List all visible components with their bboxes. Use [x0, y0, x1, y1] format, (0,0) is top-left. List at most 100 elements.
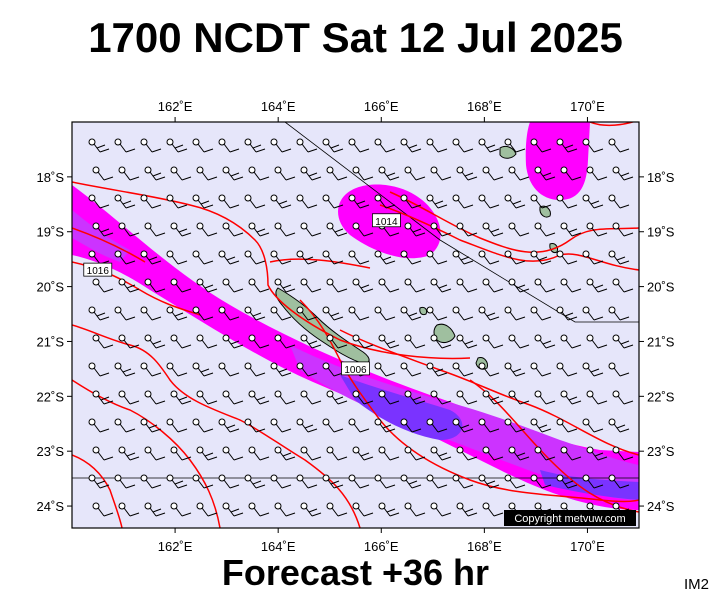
wind-barb [348, 250, 370, 265]
wind-barb [456, 446, 478, 461]
wind-barb [170, 278, 192, 293]
wind-barb [352, 502, 374, 517]
lat-tick-label-left: 19˚S [37, 225, 65, 240]
wind-barb [456, 278, 478, 293]
wind-barb [560, 166, 582, 181]
wind-barb [452, 306, 474, 321]
wind-barb [326, 278, 348, 293]
wind-barb [400, 194, 422, 209]
wind-barb [378, 502, 400, 517]
wind-barb [608, 194, 630, 209]
wind-barb [530, 362, 552, 377]
wind-barb [430, 278, 452, 293]
wind-barb [478, 474, 500, 489]
wind-barb [504, 418, 526, 433]
wind-barb [508, 446, 530, 461]
wind-barb [270, 250, 292, 265]
wind-barb [456, 222, 478, 237]
wind-barb [326, 502, 348, 517]
wind-barb [222, 166, 244, 181]
lat-tick-label-left: 18˚S [37, 170, 65, 185]
wind-barb [400, 138, 422, 153]
wind-barb [196, 446, 218, 461]
wind-barb [92, 390, 114, 405]
wind-barb [114, 250, 136, 265]
wind-barb [322, 306, 344, 321]
wind-barb [144, 278, 166, 293]
wind-barb [534, 278, 556, 293]
wind-barb [404, 446, 426, 461]
wind-barb [456, 334, 478, 349]
wind-barb [430, 502, 452, 517]
wind-barb [556, 138, 578, 153]
wind-barb [300, 166, 322, 181]
vanuatu-islands [499, 145, 558, 253]
wind-barb [456, 502, 478, 517]
wind-barb [482, 166, 504, 181]
wind-barb [140, 138, 162, 153]
wind-barb [374, 250, 396, 265]
wind-barb [608, 138, 630, 153]
wind-barb [144, 390, 166, 405]
wind-barb [140, 362, 162, 377]
lat-tick-label-right: 23˚S [647, 444, 675, 459]
wind-barb [118, 390, 140, 405]
lat-tick-label-right: 18˚S [647, 170, 675, 185]
wind-barb [88, 306, 110, 321]
wind-barb [244, 362, 266, 377]
wind-barb [560, 334, 582, 349]
wind-barb [192, 138, 214, 153]
lat-tick-label-right: 20˚S [647, 280, 675, 295]
wind-barbs [88, 138, 634, 517]
wind-barb [426, 474, 448, 489]
wind-barb [378, 446, 400, 461]
wind-barb [452, 362, 474, 377]
wind-barb [170, 222, 192, 237]
wind-barb [560, 222, 582, 237]
wind-barb [586, 222, 608, 237]
wind-barb [222, 222, 244, 237]
wind-barb [612, 166, 634, 181]
wind-barb [326, 446, 348, 461]
wind-barb [166, 138, 188, 153]
wind-barb [166, 194, 188, 209]
wind-barb [378, 278, 400, 293]
wind-barb [456, 390, 478, 405]
wind-barb [322, 138, 344, 153]
wind-barb [192, 418, 214, 433]
wind-barb [430, 446, 452, 461]
forecast-label: Forecast +36 hr [221, 552, 490, 593]
wind-barb [114, 306, 136, 321]
wind-barb [218, 418, 240, 433]
copyright-text: Copyright metvuw.com [514, 513, 625, 525]
wind-barb [530, 194, 552, 209]
wind-barb [556, 194, 578, 209]
lon-tick-label-bottom: 170˚E [570, 539, 605, 554]
wind-barb [222, 278, 244, 293]
wind-barb [426, 194, 448, 209]
wind-barb [88, 194, 110, 209]
wind-barb [452, 194, 474, 209]
wind-barb [582, 194, 604, 209]
wind-barb [140, 474, 162, 489]
lat-tick-label-left: 20˚S [37, 280, 65, 295]
wind-barb [166, 362, 188, 377]
wind-barb [244, 306, 266, 321]
lat-tick-label-right: 22˚S [647, 389, 675, 404]
wind-barb [508, 222, 530, 237]
wind-barb [400, 306, 422, 321]
wind-barb [452, 250, 474, 265]
wind-barb [400, 362, 422, 377]
wind-barb [166, 418, 188, 433]
wind-barb [478, 138, 500, 153]
wind-barb [274, 446, 296, 461]
wind-barb [404, 390, 426, 405]
wind-barb [374, 194, 396, 209]
loyalty-islands [419, 307, 488, 370]
wind-barb [192, 194, 214, 209]
wind-barb [196, 334, 218, 349]
wind-barb [352, 166, 374, 181]
wind-barb [560, 446, 582, 461]
wind-barb [326, 166, 348, 181]
wind-barb [612, 278, 634, 293]
